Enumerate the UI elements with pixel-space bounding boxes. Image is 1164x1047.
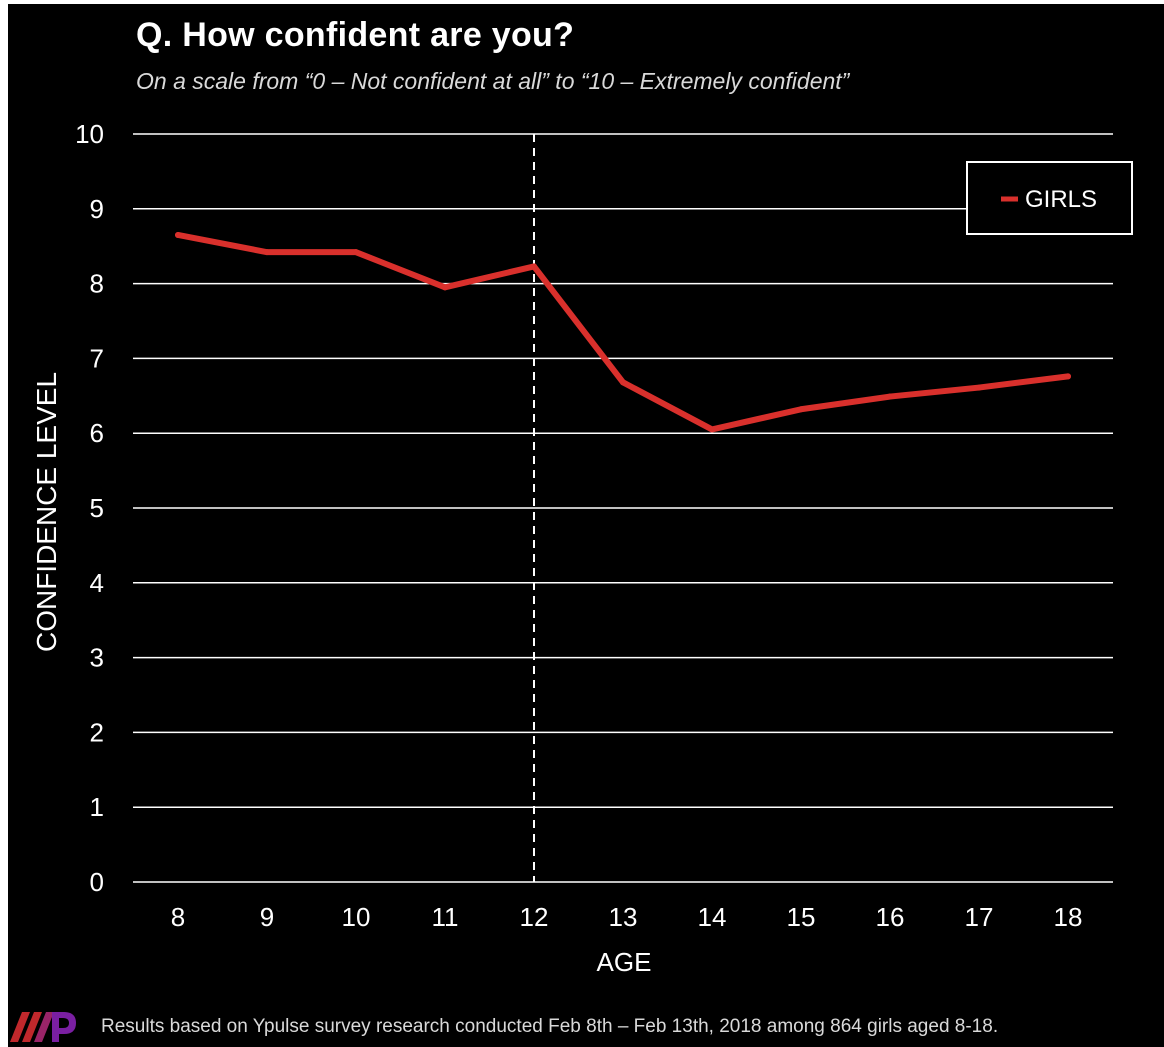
grid-lines	[133, 133, 1113, 883]
data-point	[976, 384, 982, 391]
y-tick-label: 2	[90, 717, 104, 747]
y-tick-label: 5	[90, 493, 104, 523]
data-point	[798, 406, 804, 413]
x-tick-label: 14	[698, 902, 727, 932]
data-point	[709, 426, 715, 433]
x-tick-label: 10	[342, 902, 371, 932]
x-tick-label: 8	[171, 902, 185, 932]
y-tick-label: 8	[90, 269, 104, 299]
data-point	[442, 284, 448, 291]
x-tick-label: 17	[965, 902, 994, 932]
legend-label: GIRLS	[1025, 186, 1097, 213]
source-footnote: Results based on Ypulse survey research …	[101, 1016, 999, 1037]
data-point	[175, 231, 181, 238]
data-point	[264, 249, 270, 256]
y-tick-label: 3	[90, 643, 104, 673]
legend: GIRLS	[966, 161, 1133, 235]
y-tick-label: 1	[90, 792, 104, 822]
chart-subtitle: On a scale from “0 – Not confident at al…	[136, 68, 850, 94]
x-tick-label: 15	[787, 902, 816, 932]
x-tick-label: 12	[520, 902, 549, 932]
y-tick-labels: 0 1 2 3 4 5 6 7 8 9 10	[75, 119, 104, 897]
x-tick-label: 9	[260, 902, 274, 932]
y-axis-label: CONFIDENCE LEVEL	[31, 372, 62, 652]
data-point	[887, 393, 893, 400]
y-tick-label: 6	[90, 418, 104, 448]
x-tick-label: 13	[609, 902, 638, 932]
data-point	[1065, 373, 1071, 380]
data-point	[620, 379, 626, 386]
legend-box	[966, 161, 1133, 235]
data-point	[531, 263, 537, 270]
x-tick-labels: 8 9 10 11 12 13 14 15 16 17 18	[171, 902, 1083, 932]
series-line-girls	[175, 231, 1071, 433]
y-tick-label: 9	[90, 194, 104, 224]
y-tick-label: 10	[75, 119, 104, 149]
y-tick-label: 0	[90, 867, 104, 897]
chart-title: Q. How confident are you?	[136, 16, 575, 54]
y-tick-label: 7	[90, 343, 104, 373]
x-axis-label: AGE	[597, 947, 652, 977]
data-point	[353, 249, 359, 256]
chart-panel: Q. How confident are you? On a scale fro…	[8, 4, 1164, 1047]
ypulse-logo	[10, 1012, 76, 1042]
series-group	[175, 231, 1071, 433]
y-tick-label: 4	[90, 568, 104, 598]
x-tick-label: 11	[432, 902, 459, 932]
x-tick-label: 16	[876, 902, 905, 932]
x-tick-label: 18	[1054, 902, 1083, 932]
